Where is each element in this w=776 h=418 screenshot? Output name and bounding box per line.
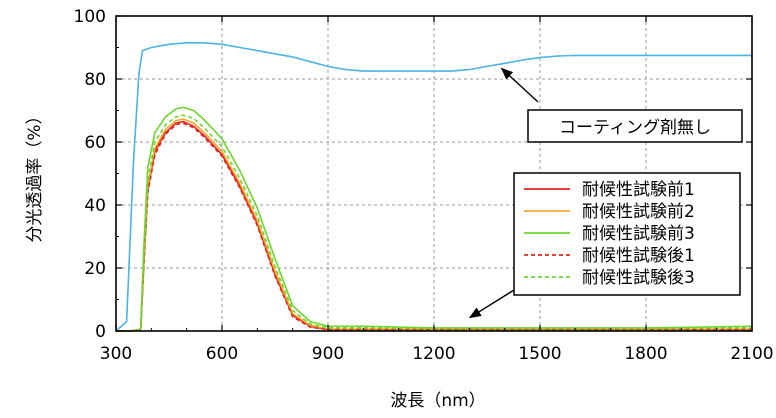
annotation-label: コーティング剤無し: [559, 118, 711, 138]
x-tick-label: 600: [206, 344, 238, 364]
legend-label: 耐候性試験前2: [582, 202, 695, 222]
annotations: コーティング剤無し: [468, 67, 743, 319]
annotation-arrow-2: [468, 289, 515, 319]
x-tick-label: 2100: [730, 344, 773, 364]
series-line-6: [116, 114, 753, 332]
y-tick-label: 100: [74, 7, 106, 27]
y-tick-label: 40: [84, 196, 106, 216]
legend-box: [513, 172, 741, 296]
annotation-box: [527, 109, 743, 143]
y-tick-label: 20: [84, 259, 106, 279]
series-lines: [115, 41, 753, 332]
series-line-1: [115, 41, 752, 332]
axis-ticks: 300 600 900 1200 1500 1800 2100 0 20 40 60 80 100: [74, 7, 774, 364]
x-axis-label: 波長（nm）: [390, 391, 485, 411]
y-tick-label: 80: [84, 70, 106, 90]
x-tick-label: 1500: [518, 344, 561, 364]
annotation-arrow: [500, 67, 539, 103]
legend-label: 耐候性試験後3: [582, 268, 695, 288]
series-line-4: [116, 106, 753, 332]
x-tick-label: 1200: [412, 344, 455, 364]
y-tick-label: 0: [95, 322, 106, 342]
legend-label: 耐候性試験前1: [582, 180, 695, 200]
legend-label: 耐候性試験前3: [582, 224, 695, 244]
legend-label: 耐候性試験後1: [582, 246, 695, 266]
x-tick-label: 1800: [624, 344, 667, 364]
y-tick-label: 60: [84, 133, 106, 153]
y-axis-label: 分光透過率（%）: [25, 107, 45, 242]
x-tick-label: 300: [100, 344, 132, 364]
x-tick-label: 900: [312, 344, 344, 364]
